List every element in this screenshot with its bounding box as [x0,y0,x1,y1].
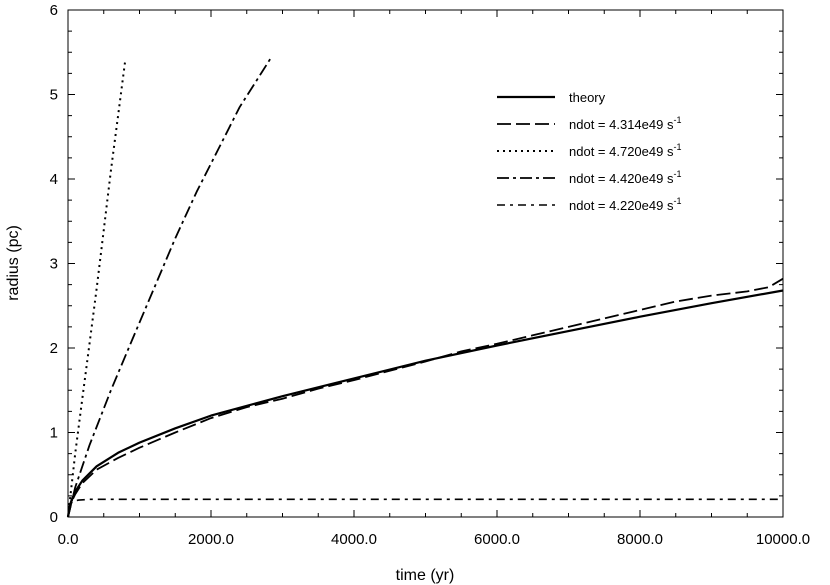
y-tick-label: 4 [50,171,58,188]
series-line-0 [66,289,784,518]
y-tick-label: 5 [50,87,58,104]
y-tick-label: 2 [50,340,58,357]
plot-frame [67,9,784,518]
series-line-1 [67,277,784,518]
y-tick-label: 6 [50,2,58,19]
legend: theory ndot = 4.314e49 s-1 ndot = 4.720e49… [497,90,681,213]
y-axis-label: radius (pc) [5,225,22,301]
legend-label-2: ndot = 4.720e49 s-1 [569,142,681,159]
series-line-3 [67,56,273,518]
x-tick-label: 2000.0 [188,531,234,548]
tick-labels: 0.0 2000.0 4000.0 6000.0 8000.0 10000.0 0 1 2 3 4 5… [50,2,810,548]
series-line-4 [67,498,783,518]
legend-label-3: ndot = 4.420e49 s-1 [569,169,681,186]
y-tick-label: 1 [50,425,58,442]
legend-label-0: theory [569,90,606,105]
series-lines [66,56,784,518]
x-tick-label: 4000.0 [331,531,377,548]
legend-label-1: ndot = 4.314e49 s-1 [569,115,681,132]
series-line-2 [67,60,127,518]
x-tick-label: 0.0 [58,531,79,548]
axis-ticks [67,9,784,518]
y-tick-label: 0 [50,509,58,526]
x-axis-label: time (yr) [396,567,455,584]
legend-label-4: ndot = 4.220e49 s-1 [569,196,681,213]
x-tick-label: 10000.0 [756,531,810,548]
x-tick-label: 6000.0 [474,531,520,548]
y-tick-label: 3 [50,256,58,273]
x-tick-label: 8000.0 [617,531,663,548]
